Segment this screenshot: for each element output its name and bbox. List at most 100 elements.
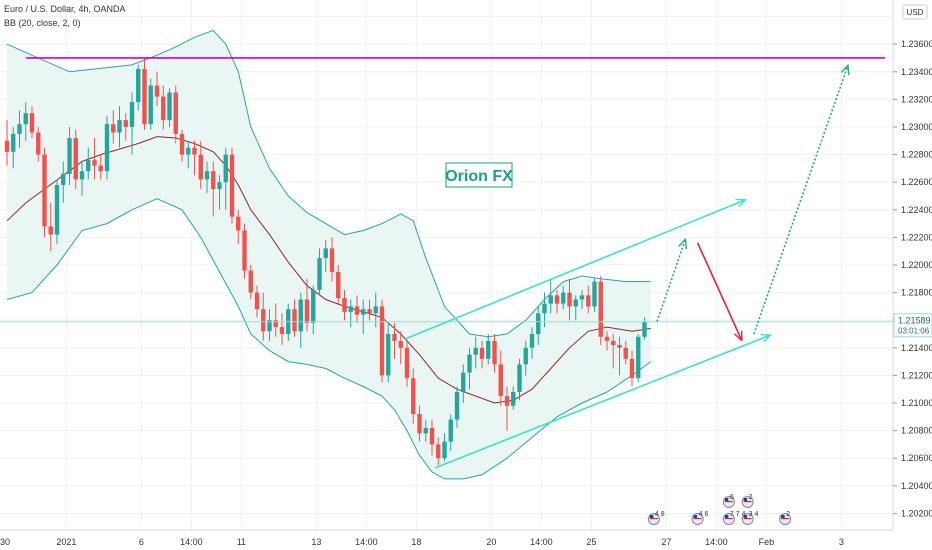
candle[interactable]	[11, 126, 16, 169]
candle[interactable]	[361, 299, 366, 335]
annotations[interactable]: Orion FX	[0, 57, 893, 469]
candle[interactable]	[129, 92, 135, 155]
candle[interactable]	[511, 386, 516, 410]
candle[interactable]	[586, 285, 591, 314]
candle[interactable]	[498, 350, 503, 406]
candle[interactable]	[617, 336, 622, 376]
candle[interactable]	[304, 278, 310, 332]
candle[interactable]	[92, 138, 97, 180]
candle[interactable]	[329, 237, 335, 282]
event-flag-icon[interactable]: 2	[741, 494, 754, 508]
candle[interactable]	[411, 368, 416, 424]
candle[interactable]	[23, 102, 28, 141]
candle[interactable]	[186, 140, 191, 169]
candle[interactable]	[323, 240, 328, 272]
candle[interactable]	[154, 71, 160, 107]
candle[interactable]	[179, 129, 185, 162]
candle[interactable]	[36, 126, 41, 162]
candle[interactable]	[79, 161, 85, 196]
candle[interactable]	[242, 223, 247, 279]
candle[interactable]	[479, 340, 485, 369]
channel-upper-line[interactable]	[403, 200, 745, 341]
channel-lower-line[interactable]	[434, 335, 769, 469]
candle[interactable]	[148, 78, 153, 130]
candle[interactable]	[473, 336, 478, 369]
candle[interactable]	[636, 334, 641, 383]
candle[interactable]	[42, 147, 47, 238]
candle[interactable]	[111, 110, 116, 144]
candle[interactable]	[529, 327, 535, 359]
candle[interactable]	[492, 334, 497, 373]
candle[interactable]	[486, 334, 491, 365]
candle[interactable]	[573, 295, 578, 321]
candle[interactable]	[398, 331, 403, 365]
candle[interactable]	[579, 289, 585, 310]
event-flag-icon[interactable]: 2	[779, 511, 792, 525]
candle[interactable]	[448, 414, 453, 452]
candle[interactable]	[98, 154, 103, 180]
candle[interactable]	[429, 419, 435, 456]
candle[interactable]	[267, 309, 272, 341]
candle[interactable]	[236, 209, 241, 245]
candle[interactable]	[298, 292, 303, 348]
candle[interactable]	[317, 248, 322, 296]
candle[interactable]	[342, 289, 347, 321]
candle[interactable]	[117, 106, 122, 148]
candle[interactable]	[642, 317, 647, 340]
candle[interactable]	[423, 419, 428, 442]
event-flag-icon[interactable]: 3 4	[741, 511, 758, 525]
event-flag-icon[interactable]: 4 6	[691, 511, 708, 525]
candle[interactable]	[161, 85, 166, 130]
candle[interactable]	[273, 303, 278, 337]
candle[interactable]	[442, 433, 447, 461]
candle[interactable]	[386, 322, 391, 383]
candle[interactable]	[504, 386, 510, 431]
candle[interactable]	[379, 299, 385, 383]
candle[interactable]	[517, 358, 522, 401]
candle[interactable]	[292, 299, 297, 337]
candle[interactable]	[404, 340, 410, 387]
candle[interactable]	[611, 334, 616, 369]
candle[interactable]	[261, 292, 266, 341]
candle[interactable]	[67, 126, 72, 185]
candle[interactable]	[311, 285, 316, 335]
projection-up-long-arrow[interactable]	[753, 66, 848, 335]
candle[interactable]	[604, 331, 610, 351]
candle[interactable]	[523, 340, 528, 376]
candle[interactable]	[223, 147, 228, 210]
event-flag-icon[interactable]: 4 8	[647, 511, 665, 525]
candle[interactable]	[211, 161, 216, 217]
candle[interactable]	[173, 85, 178, 144]
candle[interactable]	[61, 161, 66, 203]
orion-fx-label[interactable]: Orion FX	[445, 162, 513, 188]
candle[interactable]	[204, 161, 210, 194]
candle[interactable]	[567, 278, 572, 321]
candle[interactable]	[192, 140, 197, 176]
candle[interactable]	[167, 88, 172, 127]
candle[interactable]	[592, 278, 597, 312]
candle[interactable]	[561, 285, 566, 310]
candle[interactable]	[29, 106, 35, 139]
candle[interactable]	[48, 202, 53, 252]
candle[interactable]	[461, 364, 466, 404]
candle[interactable]	[336, 265, 341, 304]
candle[interactable]	[623, 340, 628, 365]
candle[interactable]	[548, 278, 553, 314]
candle[interactable]	[198, 140, 203, 190]
candle[interactable]	[86, 147, 91, 180]
candle[interactable]	[354, 295, 360, 323]
event-flag-icon[interactable]: 6	[722, 494, 735, 508]
projection-up-short-arrow[interactable]	[656, 240, 685, 322]
candle[interactable]	[17, 110, 22, 148]
candle[interactable]	[454, 386, 460, 428]
candle[interactable]	[417, 405, 422, 442]
candle[interactable]	[279, 313, 285, 346]
projection-down-arrow[interactable]	[696, 242, 742, 340]
candle[interactable]	[73, 129, 78, 190]
candle[interactable]	[629, 350, 635, 387]
candle[interactable]	[248, 265, 253, 300]
candle[interactable]	[467, 347, 472, 390]
